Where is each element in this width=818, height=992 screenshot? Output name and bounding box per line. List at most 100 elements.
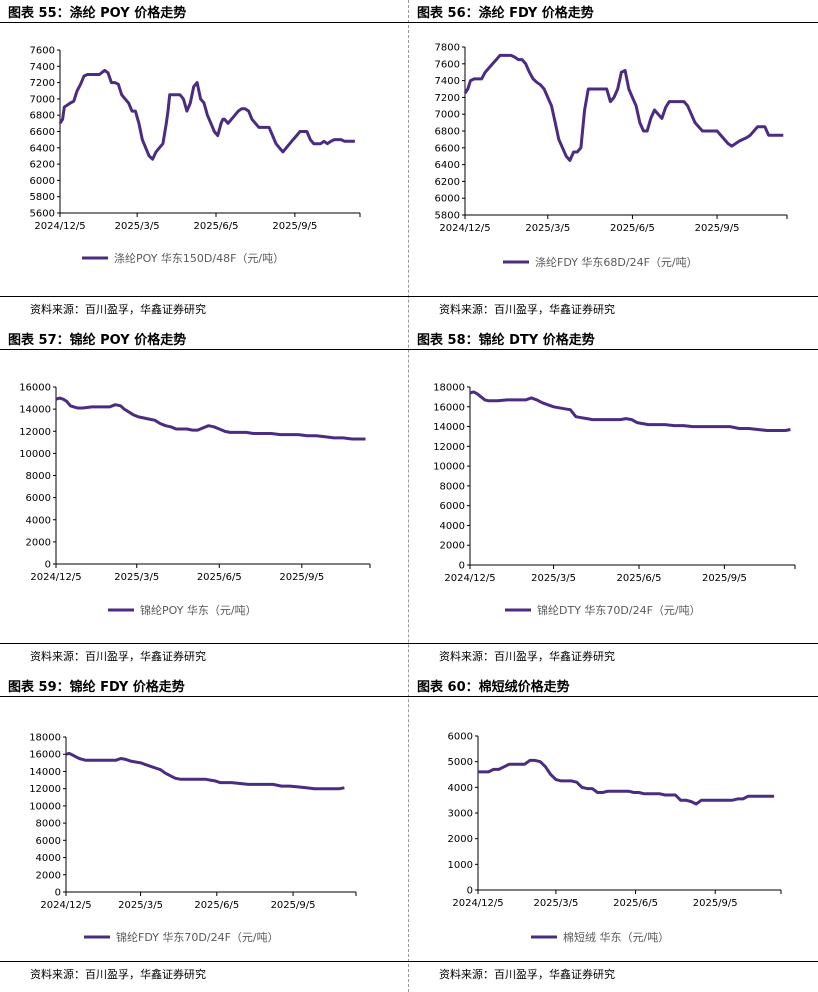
- y-tick-label: 6400: [435, 160, 460, 171]
- y-tick-label: 7600: [30, 46, 55, 57]
- y-tick-label: 8000: [26, 471, 51, 482]
- chart-title: 图表 55：涤纶 POY 价格走势: [8, 6, 187, 21]
- y-tick-label: 12000: [29, 784, 61, 795]
- chart-panel: 图表 60：棉短绒价格走势 0 1000 2000 3000 4000 5000 6000 20…: [409, 674, 818, 992]
- line-chart: 0 2000 4000 6000 8000 10000 12000 14000 16000 180…: [433, 383, 796, 617]
- series-line: [463, 53, 784, 162]
- x-tick-label: 2025/3/5: [114, 572, 159, 583]
- y-tick-label: 6000: [30, 176, 55, 187]
- y-tick-label: 0: [459, 561, 465, 572]
- x-tick-label: 2024/12/5: [34, 221, 85, 232]
- y-tick-label: 6000: [435, 194, 460, 205]
- y-tick-label: 0: [45, 560, 51, 571]
- chart-panel: 图表 58：锦纶 DTY 价格走势 0 2000 4000 6000 8000 10000 1…: [409, 327, 818, 674]
- y-tick-label: 0: [55, 888, 61, 899]
- y-tick-label: 10000: [433, 462, 465, 473]
- title-rule: [409, 349, 818, 350]
- x-tick-label: 2024/12/5: [452, 898, 503, 909]
- x-tick-label: 2025/9/5: [695, 223, 740, 234]
- x-tick-label: 2025/9/5: [279, 572, 324, 583]
- chart-title: 图表 58：锦纶 DTY 价格走势: [417, 333, 595, 348]
- y-tick-label: 8000: [440, 481, 465, 492]
- chart-title: 图表 56：涤纶 FDY 价格走势: [417, 6, 594, 21]
- source-note: 资料来源：百川盈孚，华鑫证券研究: [439, 650, 615, 663]
- y-tick-label: 4000: [448, 783, 473, 794]
- x-tick-label: 2025/9/5: [693, 898, 738, 909]
- chart-title: 图表 57：锦纶 POY 价格走势: [8, 333, 187, 348]
- y-tick-label: 10000: [29, 801, 61, 812]
- x-tick-label: 2024/12/5: [30, 572, 81, 583]
- y-tick-label: 6800: [30, 111, 55, 122]
- y-tick-label: 6200: [435, 177, 460, 188]
- legend-label: 棉短绒 华东（元/吨）: [563, 930, 669, 944]
- x-tick-label: 2024/12/5: [439, 223, 490, 234]
- line-chart: 5800 6000 6200 6400 6600 6800 7000 7200 7400 7600…: [435, 43, 788, 269]
- x-tick-label: 2024/12/5: [444, 573, 495, 584]
- source-note: 资料来源：百川盈孚，华鑫证券研究: [439, 303, 615, 316]
- y-tick-label: 14000: [29, 767, 61, 778]
- legend-label: 锦纶POY 华东（元/吨）: [140, 603, 257, 617]
- x-tick-label: 2025/9/5: [272, 221, 317, 232]
- y-tick-label: 7400: [30, 62, 55, 73]
- chart-title: 图表 60：棉短绒价格走势: [417, 680, 570, 695]
- panel-divider: [408, 0, 409, 992]
- y-tick-label: 0: [467, 886, 473, 897]
- y-tick-label: 7000: [435, 110, 460, 121]
- y-tick-label: 2000: [36, 870, 61, 881]
- y-tick-label: 7200: [435, 93, 460, 104]
- legend-label: 锦纶FDY 华东70D/24F（元/吨）: [116, 930, 279, 944]
- y-tick-label: 7400: [435, 76, 460, 87]
- y-tick-label: 4000: [26, 515, 51, 526]
- legend-label: 涤纶POY 华东150D/48F（元/吨）: [114, 251, 284, 265]
- title-rule: [0, 22, 409, 23]
- line-chart: 5600 5800 6000 6200 6400 6600 6800 7000 7200 7400…: [30, 46, 361, 265]
- y-tick-label: 6000: [26, 493, 51, 504]
- chart-panel: 图表 57：锦纶 POY 价格走势 0 2000 4000 6000 8000 10000 1…: [0, 327, 409, 674]
- x-tick-label: 2024/12/5: [40, 900, 91, 911]
- y-tick-label: 5800: [30, 192, 55, 203]
- source-rule: [0, 296, 409, 297]
- y-tick-label: 7800: [435, 43, 460, 54]
- x-tick-label: 2025/3/5: [531, 573, 576, 584]
- x-tick-label: 2025/9/5: [702, 573, 747, 584]
- y-tick-label: 16000: [433, 402, 465, 413]
- y-tick-label: 2000: [448, 834, 473, 845]
- x-tick-label: 2025/3/5: [525, 223, 570, 234]
- y-tick-label: 2000: [26, 537, 51, 548]
- y-tick-label: 3000: [448, 809, 473, 820]
- y-tick-label: 16000: [29, 750, 61, 761]
- y-tick-label: 1000: [448, 860, 473, 871]
- chart-title: 图表 59：锦纶 FDY 价格走势: [8, 680, 185, 695]
- y-tick-label: 5600: [30, 209, 55, 220]
- series-line: [55, 396, 366, 441]
- legend-label: 锦纶DTY 华东70D/24F（元/吨）: [537, 603, 701, 617]
- y-tick-label: 6800: [435, 127, 460, 138]
- title-rule: [0, 349, 409, 350]
- series-line: [478, 758, 775, 806]
- source-note: 资料来源：百川盈孚，华鑫证券研究: [30, 650, 206, 663]
- y-tick-label: 18000: [433, 383, 465, 394]
- source-note: 资料来源：百川盈孚，华鑫证券研究: [30, 303, 206, 316]
- chart-panel: 图表 59：锦纶 FDY 价格走势 0 2000 4000 6000 8000 10000 1…: [0, 674, 409, 992]
- x-tick-label: 2025/6/5: [613, 898, 658, 909]
- x-tick-label: 2025/3/5: [118, 900, 163, 911]
- y-tick-label: 6000: [448, 732, 473, 743]
- title-rule: [409, 22, 818, 23]
- source-rule: [409, 961, 818, 962]
- y-tick-label: 5800: [435, 211, 460, 222]
- line-chart: 0 2000 4000 6000 8000 10000 12000 14000 16000 202…: [19, 383, 371, 617]
- x-tick-label: 2025/9/5: [271, 900, 316, 911]
- line-chart: 0 1000 2000 3000 4000 5000 6000 2024/12/5 2025/3…: [448, 732, 782, 944]
- y-tick-label: 16000: [19, 383, 51, 394]
- x-tick-label: 2025/6/5: [197, 572, 242, 583]
- series-line: [469, 390, 791, 432]
- x-tick-label: 2025/3/5: [533, 898, 578, 909]
- y-tick-label: 12000: [433, 442, 465, 453]
- y-tick-label: 6000: [440, 501, 465, 512]
- y-tick-label: 6400: [30, 143, 55, 154]
- x-tick-label: 2025/3/5: [115, 221, 160, 232]
- x-tick-label: 2025/6/5: [194, 900, 239, 911]
- title-rule: [0, 696, 409, 697]
- y-tick-label: 6200: [30, 160, 55, 171]
- y-tick-label: 7200: [30, 78, 55, 89]
